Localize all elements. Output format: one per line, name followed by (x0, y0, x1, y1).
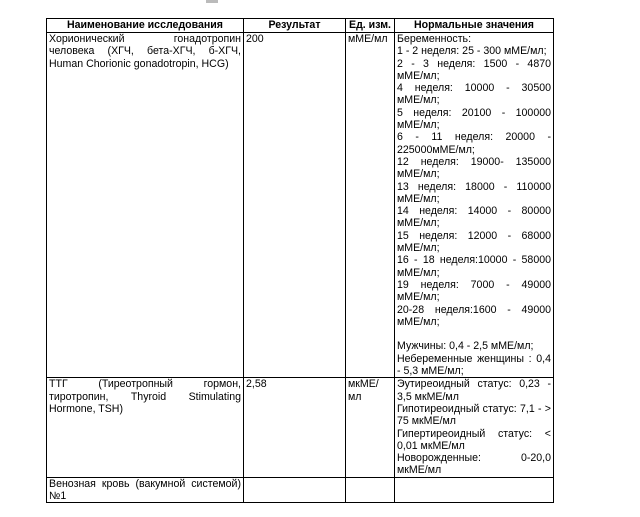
text-line: 6 - 11 неделя: 20000 - (397, 131, 551, 144)
text-line: Hormone, TSH) (49, 402, 123, 415)
result-cell: 2,58 (243, 377, 346, 478)
table-row: ТТГ (Тиреотропный гормон, тиротропин, Thy… (46, 377, 554, 478)
test-name-cell: Венозная кровь (вакумной системой) №1 (46, 476, 244, 504)
text-line: Венозная кровь (вакумной системой) (49, 477, 241, 490)
table-row: Хорионический гонадотропин человека (ХГЧ,… (46, 31, 554, 379)
text-line: №1 (49, 489, 67, 502)
norms-cell (394, 476, 554, 504)
text-line: мМЕ/мл; (397, 192, 440, 205)
result-cell (243, 476, 346, 504)
text-line: Гипертиреоидный статус: < (397, 427, 551, 440)
text-line: мМЕ/мл; (397, 291, 440, 304)
header-unit: Ед. изм. (345, 18, 395, 33)
unit-cell: мМЕ/мл (345, 31, 395, 379)
text-line: 14 неделя: 14000 - 80000 (397, 205, 551, 218)
table-header: Наименование исследования Результат Ед. … (46, 18, 554, 33)
text-line: 15 неделя: 12000 - 68000 (397, 229, 551, 242)
text-line: 3,5 мкМЕ/мл (397, 390, 459, 403)
text-line: 4 неделя: 10000 - 30500 (397, 82, 551, 95)
text-line: Новорожденные: 0-20,0 (397, 452, 551, 465)
text-line (397, 328, 551, 340)
text-line: 2 - 3 неделя: 1500 - 4870 (397, 57, 551, 70)
text-line: Мужчины: 0,4 - 2,5 мМЕ/мл; (397, 340, 534, 353)
table-row: Венозная кровь (вакумной системой) №1 (46, 476, 554, 504)
text-line: 16 - 18 неделя:10000 - 58000 (397, 254, 551, 267)
text-line: 12 неделя: 19000- 135000 (397, 155, 551, 168)
header-name: Наименование исследования (46, 18, 244, 33)
text-line: 225000мМЕ/мл; (397, 143, 475, 156)
header-result: Результат (243, 18, 346, 33)
text-line: Небеременные женщины : 0,4 (397, 352, 551, 365)
text-line: Гипотиреоидный статус: 7,1 - > (397, 402, 551, 415)
text-line: 5 неделя: 20100 - 100000 (397, 106, 551, 119)
text-line: 20-28 неделя:1600 - 49000 (397, 303, 551, 316)
norms-cell: Беременность: 1 - 2 неделя: 25 - 300 мМЕ/… (394, 31, 554, 379)
text-line: мМЕ/мл; (397, 242, 440, 255)
test-name-cell: Хорионический гонадотропин человека (ХГЧ,… (46, 31, 244, 379)
unit-cell: мкМЕ/мл (345, 377, 395, 478)
text-line: 75 мкМЕ/мл (397, 415, 456, 428)
text-line: мкМЕ/мл (397, 464, 442, 477)
text-line: Беременность: (397, 33, 472, 45)
results-table: Наименование исследования Результат Ед. … (46, 18, 554, 504)
text-line: ТТГ (Тиреотропный гормон, (49, 378, 241, 391)
scan-artifact (206, 0, 218, 3)
text-line: 13 неделя: 18000 - 110000 (397, 180, 551, 193)
result-cell: 200 (243, 31, 346, 379)
unit-cell (345, 476, 395, 504)
text-line: Хорионический гонадотропин (49, 33, 241, 45)
test-name-cell: ТТГ (Тиреотропный гормон, тиротропин, Thy… (46, 377, 244, 478)
text-line: мМЕ/мл; (397, 168, 440, 181)
text-line: - 5,3 мМЕ/мл; (397, 365, 464, 378)
text-line: 1 - 2 неделя: 25 - 300 мМЕ/мл; (397, 45, 547, 58)
text-line: мМЕ/мл; (397, 217, 440, 230)
header-norms: Нормальные значения (394, 18, 554, 33)
text-line: мМЕ/мл; (397, 266, 440, 279)
text-line: Эутиреоидный статус: 0,23 - (397, 378, 551, 391)
text-line: Human Chorionic gonadotropin, HCG) (49, 57, 229, 70)
text-line: 0,01 мкМЕ/мл (397, 439, 465, 452)
text-line: мМЕ/мл; (397, 69, 440, 82)
text-line: тиротропин, Thyroid Stimulating (49, 390, 241, 403)
norms-cell: Эутиреоидный статус: 0,23 -3,5 мкМЕ/мл Ги… (394, 377, 554, 478)
text-line: человека (ХГЧ, бета-ХГЧ, б-ХГЧ, (49, 45, 241, 58)
text-line: мМЕ/мл; (397, 315, 440, 328)
text-line: 19 неделя: 7000 - 49000 (397, 278, 551, 291)
text-line: мМЕ/мл; (397, 94, 440, 107)
text-line: мМЕ/мл; (397, 119, 440, 132)
